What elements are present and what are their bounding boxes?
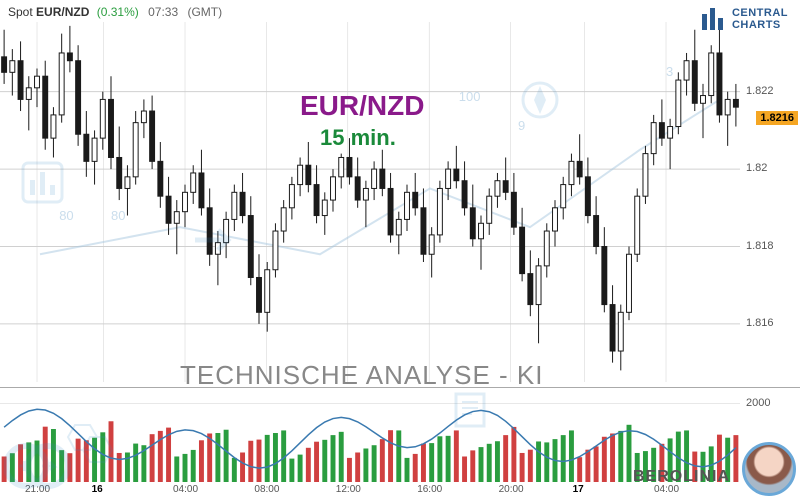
logo-text: CENTRAL CHARTS [732, 7, 788, 31]
x-tick-label: 17 [573, 484, 584, 495]
svg-text:80: 80 [111, 208, 125, 223]
centralcharts-logo: CENTRAL CHARTS [700, 6, 788, 32]
x-tick-label: 16 [92, 484, 103, 495]
header-pair: EUR/NZD [36, 5, 89, 19]
provider-label: BEROLINIA [633, 468, 730, 486]
chart-header: Spot EUR/NZD (0.31%) 07:33 (GMT) [8, 5, 222, 19]
main-candlestick-chart[interactable]: 80 80 100 9 3 [0, 22, 740, 382]
indicator-tick-label: 2000 [746, 397, 770, 409]
y-tick-label: 1.818 [746, 240, 774, 252]
presenter-avatar [742, 442, 796, 496]
svg-text:3: 3 [666, 64, 673, 79]
x-tick-label: 16:00 [417, 484, 442, 495]
x-tick-label: 20:00 [499, 484, 524, 495]
current-price-tag: 1.8216 [756, 111, 798, 125]
svg-text:80: 80 [59, 208, 73, 223]
watermark-hexagon-icon [60, 420, 115, 470]
svg-text:100: 100 [459, 89, 481, 104]
x-tick-label: 04:00 [173, 484, 198, 495]
header-tz: (GMT) [187, 5, 222, 19]
x-axis: 21:001604:0008:0012:0016:0020:001704:00 [0, 484, 740, 498]
overlay-timeframe: 15 min. [320, 125, 396, 151]
y-tick-label: 1.816 [746, 317, 774, 329]
header-pct: (0.31%) [97, 5, 139, 19]
header-time: 07:33 [148, 5, 178, 19]
y-tick-label: 1.822 [746, 85, 774, 97]
x-tick-label: 12:00 [336, 484, 361, 495]
spot-label: Spot [8, 5, 33, 19]
overlay-pair: EUR/NZD [300, 90, 424, 122]
overlay-subtitle: TECHNISCHE ANALYSE - KI [180, 360, 544, 391]
watermark-compass-icon [520, 80, 560, 120]
y-axis: 1.822 1.82 1.818 1.816 [742, 22, 800, 382]
watermark-document-icon [450, 390, 490, 430]
logo-bars-icon [700, 6, 726, 32]
y-tick-label: 1.82 [746, 162, 767, 174]
svg-text:9: 9 [518, 118, 525, 133]
watermark-panel-icon [20, 160, 65, 205]
watermark-arrow-icon [190, 220, 240, 260]
x-tick-label: 08:00 [254, 484, 279, 495]
